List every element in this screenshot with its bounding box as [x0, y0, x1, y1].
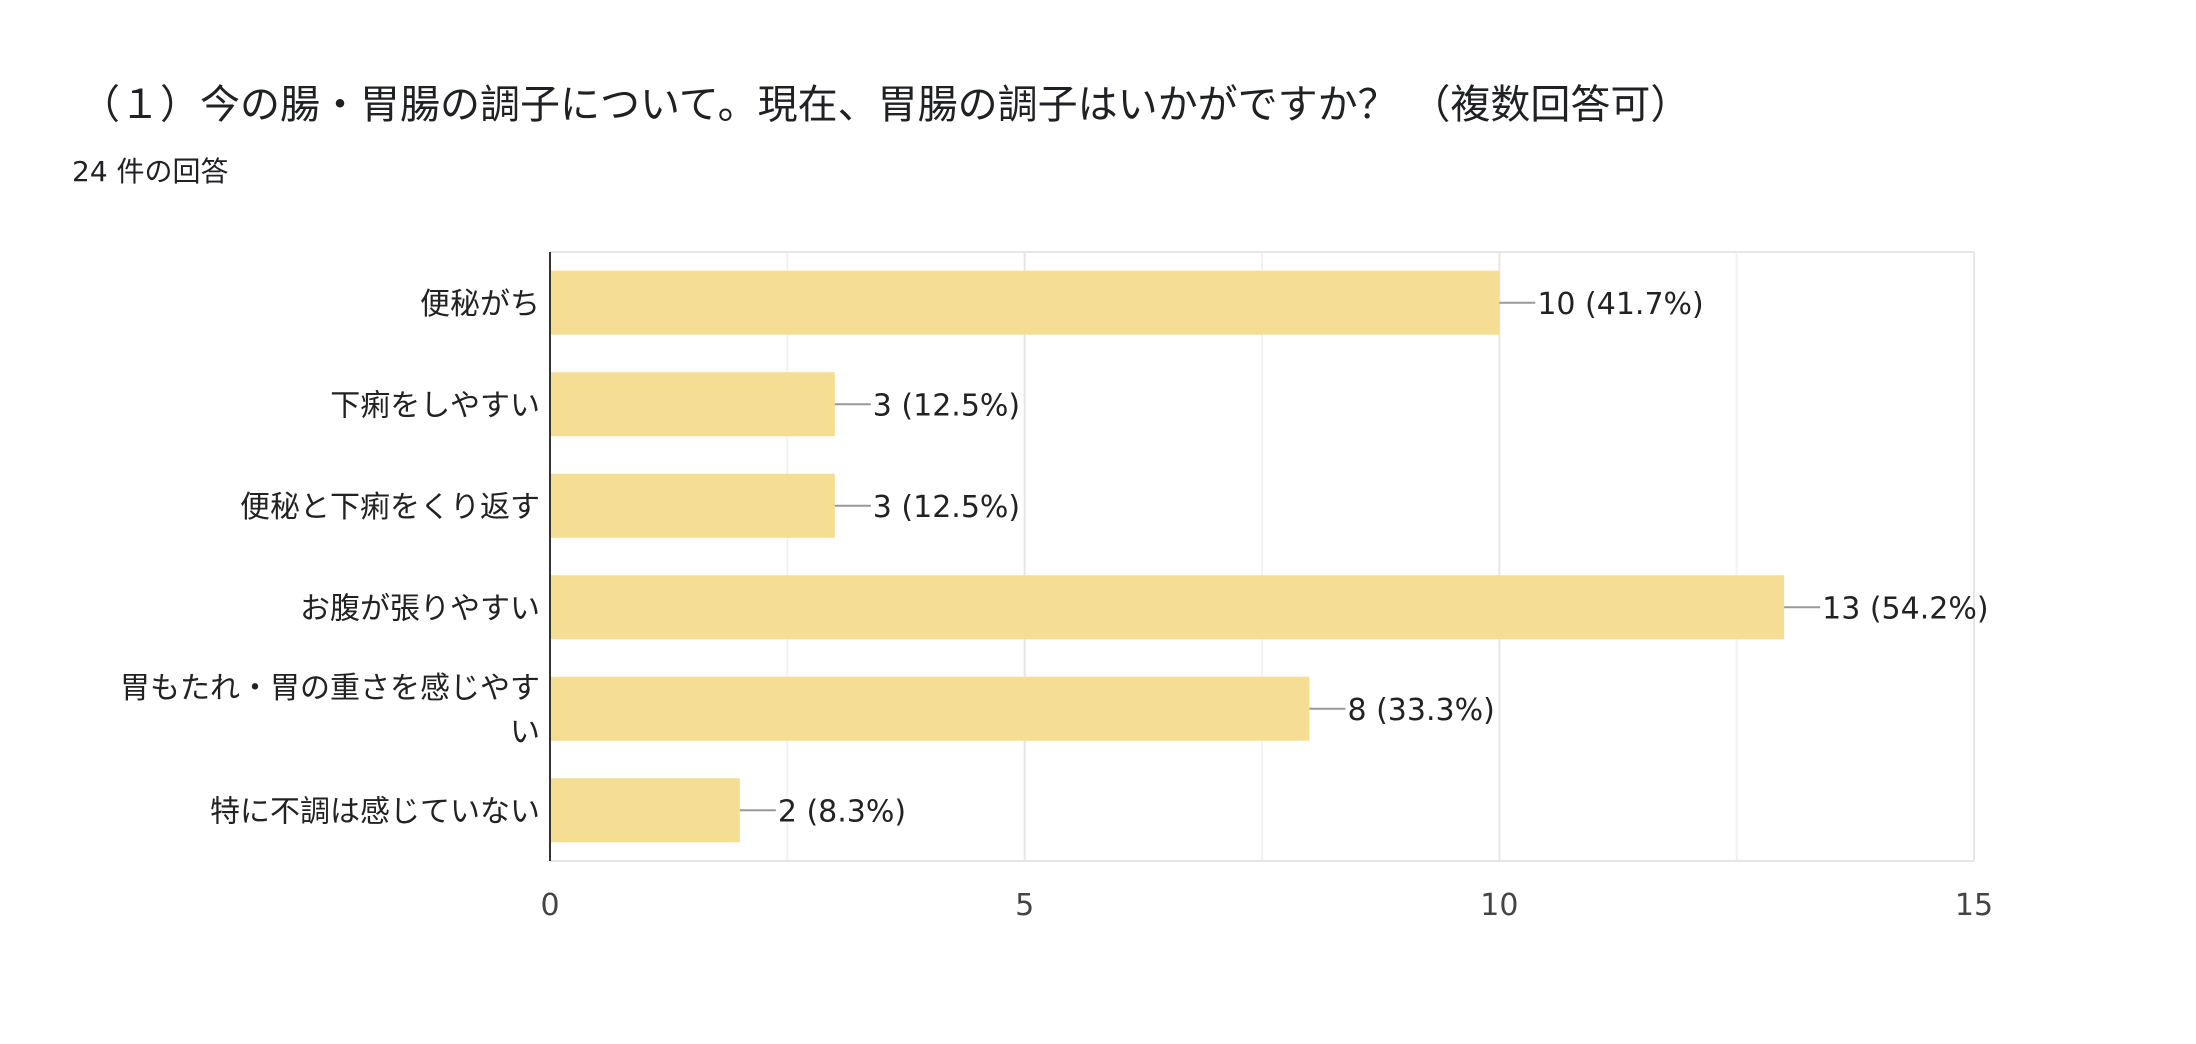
response-count: 24 件の回答 — [72, 155, 229, 188]
chart-title: （１）今の腸・胃腸の調子について。現在、胃腸の調子はいかがですか？ （複数回答可… — [80, 82, 1691, 128]
category-label: 下痢をしやすい — [330, 388, 540, 423]
bar — [550, 473, 835, 538]
data-label: 10 (41.7%) — [1537, 287, 1703, 322]
category-label: 特に不調は感じていない — [210, 794, 540, 829]
category-label: お腹が張りやすい — [300, 591, 540, 626]
category-label: 便秘がち — [420, 287, 540, 322]
bar — [550, 778, 740, 843]
x-tick-label: 5 — [1015, 888, 1034, 923]
data-label: 3 (12.5%) — [873, 388, 1020, 423]
category-label: い — [510, 715, 540, 750]
bar — [550, 575, 1785, 640]
data-label: 3 (12.5%) — [873, 490, 1020, 525]
x-tick-label: 15 — [1955, 888, 1993, 923]
data-label: 2 (8.3%) — [778, 794, 906, 829]
data-label: 13 (54.2%) — [1822, 591, 1988, 626]
category-label: 胃もたれ・胃の重さを感じやす — [120, 671, 540, 706]
x-tick-label: 0 — [540, 888, 559, 923]
x-tick-label: 10 — [1480, 888, 1518, 923]
bar — [550, 270, 1500, 335]
data-label: 8 (33.3%) — [1347, 693, 1494, 728]
bar — [550, 676, 1310, 741]
category-label: 便秘と下痢をくり返す — [240, 490, 540, 525]
bar — [550, 372, 835, 437]
